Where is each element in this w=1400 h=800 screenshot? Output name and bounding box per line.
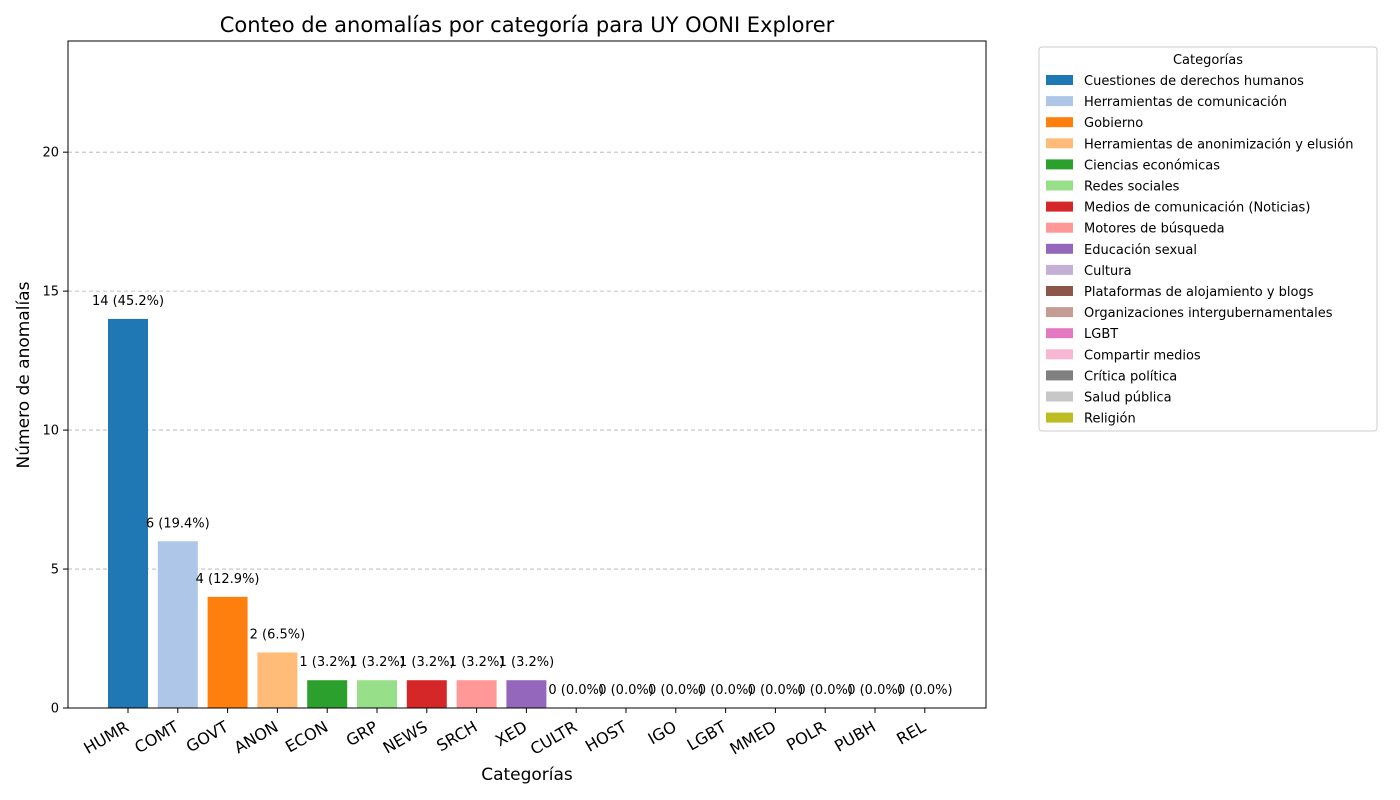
bar-value-label: 0 (0.0%) <box>748 683 804 698</box>
legend-entry-label: Cuestiones de derechos humanos <box>1084 74 1304 89</box>
bar-value-label: 0 (0.0%) <box>698 683 754 698</box>
y-tick-label: 5 <box>51 563 59 578</box>
x-tick-label: ECON <box>282 717 331 756</box>
bar-value-label: 0 (0.0%) <box>548 683 604 698</box>
legend-swatch <box>1046 264 1073 275</box>
x-tick-label: SRCH <box>433 717 480 755</box>
x-tick-label: NEWS <box>380 717 431 757</box>
legend-entry-label: Herramientas de comunicación <box>1084 95 1287 110</box>
x-tick-label: ANON <box>231 717 282 757</box>
legend-entry-label: Herramientas de anonimización y elusión <box>1084 137 1353 152</box>
bar-value-label: 6 (19.4%) <box>146 516 210 531</box>
legend-swatch <box>1046 222 1073 233</box>
y-tick-label: 20 <box>42 146 59 161</box>
legend-entry-label: Gobierno <box>1084 116 1143 131</box>
bar-value-label: 1 (3.2%) <box>399 655 455 670</box>
bar-labels: 14 (45.2%) 6 (19.4%) 4 (12.9%) 2 (6.5%) 1 (3… <box>92 294 953 698</box>
y-axis: 0 5 10 15 20 <box>42 146 68 717</box>
legend-entry-label: Plataformas de alojamiento y blogs <box>1084 285 1314 300</box>
legend-entry-label: Crítica política <box>1084 369 1177 384</box>
gridlines <box>68 151 986 570</box>
bar-value-label: 0 (0.0%) <box>897 683 953 698</box>
x-tick-label: LGBT <box>684 717 730 755</box>
legend-frame <box>1038 46 1378 432</box>
legend-swatch <box>1046 286 1073 296</box>
bar-value-label: 0 (0.0%) <box>847 683 903 698</box>
bar-value-label: 14 (45.2%) <box>92 294 164 309</box>
legend-entry-label: Religión <box>1084 412 1136 427</box>
legend-entry-label: Cultura <box>1084 264 1132 279</box>
legend-swatch <box>1046 243 1073 254</box>
x-tick-label: HOST <box>582 717 630 756</box>
legend-swatch <box>1046 117 1073 128</box>
legend-entry-label: Motores de búsqueda <box>1084 222 1225 237</box>
bar-anon <box>257 652 298 708</box>
legend-swatch <box>1046 180 1073 191</box>
legend-swatch <box>1046 201 1073 212</box>
bars <box>108 318 547 708</box>
bar-grp <box>357 680 397 708</box>
legend-swatch <box>1046 328 1073 339</box>
legend-entry-label: LGBT <box>1084 327 1118 342</box>
x-tick-label: GRP <box>343 717 382 750</box>
x-tick-label: XED <box>492 717 530 750</box>
legend-swatch <box>1046 391 1073 402</box>
bar-value-label: 1 (3.2%) <box>499 655 555 670</box>
bar-value-label: 4 (12.9%) <box>196 572 260 587</box>
x-tick-label: MMED <box>727 717 780 758</box>
y-axis-label: Número de anomalías <box>14 281 34 468</box>
y-tick-label: 15 <box>42 285 59 300</box>
x-tick-label: COMT <box>131 717 182 757</box>
x-tick-label: PUBH <box>831 717 879 756</box>
legend-entry-label: Educación sexual <box>1084 243 1197 258</box>
bar-econ <box>307 680 348 708</box>
legend-swatch <box>1046 96 1073 107</box>
legend-swatch <box>1046 412 1073 423</box>
x-axis-label: Categorías <box>481 765 573 785</box>
x-tick-label: GOVT <box>183 717 232 756</box>
legend-title: Categorías <box>1173 53 1243 68</box>
legend-entry-label: Ciencias económicas <box>1084 158 1220 173</box>
legend-swatch <box>1046 349 1073 360</box>
x-tick-label: CULTR <box>527 717 580 759</box>
bar-humr <box>108 318 148 708</box>
bar-xed <box>506 680 547 708</box>
bar-news <box>406 680 447 708</box>
x-tick-label: HUMR <box>80 717 132 758</box>
x-tick-label: IGO <box>645 717 680 748</box>
legend-swatch <box>1046 370 1073 381</box>
bar-comt <box>157 541 198 708</box>
legend: Categorías Cuestiones de derechos humano… <box>1038 46 1378 432</box>
legend-swatch <box>1046 138 1073 149</box>
bar-srch <box>456 680 497 708</box>
legend-entry-label: Compartir medios <box>1084 348 1201 363</box>
legend-entry-label: Redes sociales <box>1084 180 1180 195</box>
bar-value-label: 1 (3.2%) <box>299 655 355 670</box>
bar-value-label: 1 (3.2%) <box>449 655 505 670</box>
bar-value-label: 0 (0.0%) <box>797 683 853 698</box>
x-tick-label: REL <box>893 717 929 749</box>
legend-entry-label: Medios de comunicación (Noticias) <box>1084 201 1310 216</box>
legend-entry-label: Organizaciones intergubernamentales <box>1084 306 1333 321</box>
bar-value-label: 0 (0.0%) <box>648 683 704 698</box>
chart-title: Conteo de anomalías por categoría para U… <box>220 13 835 37</box>
bar-value-label: 0 (0.0%) <box>598 683 654 698</box>
bar-value-label: 2 (6.5%) <box>250 627 306 642</box>
y-tick-label: 0 <box>51 702 59 717</box>
legend-swatch <box>1046 307 1073 318</box>
legend-items: Cuestiones de derechos humanos Herramient… <box>1046 74 1353 427</box>
bar-govt <box>207 596 248 708</box>
legend-swatch <box>1046 75 1073 85</box>
bar-value-label: 1 (3.2%) <box>349 655 405 670</box>
x-tick-label: POLR <box>783 717 829 755</box>
y-tick-label: 10 <box>42 424 59 439</box>
legend-entry-label: Salud pública <box>1084 391 1172 406</box>
plot-frame <box>67 40 987 709</box>
legend-swatch <box>1046 159 1073 170</box>
